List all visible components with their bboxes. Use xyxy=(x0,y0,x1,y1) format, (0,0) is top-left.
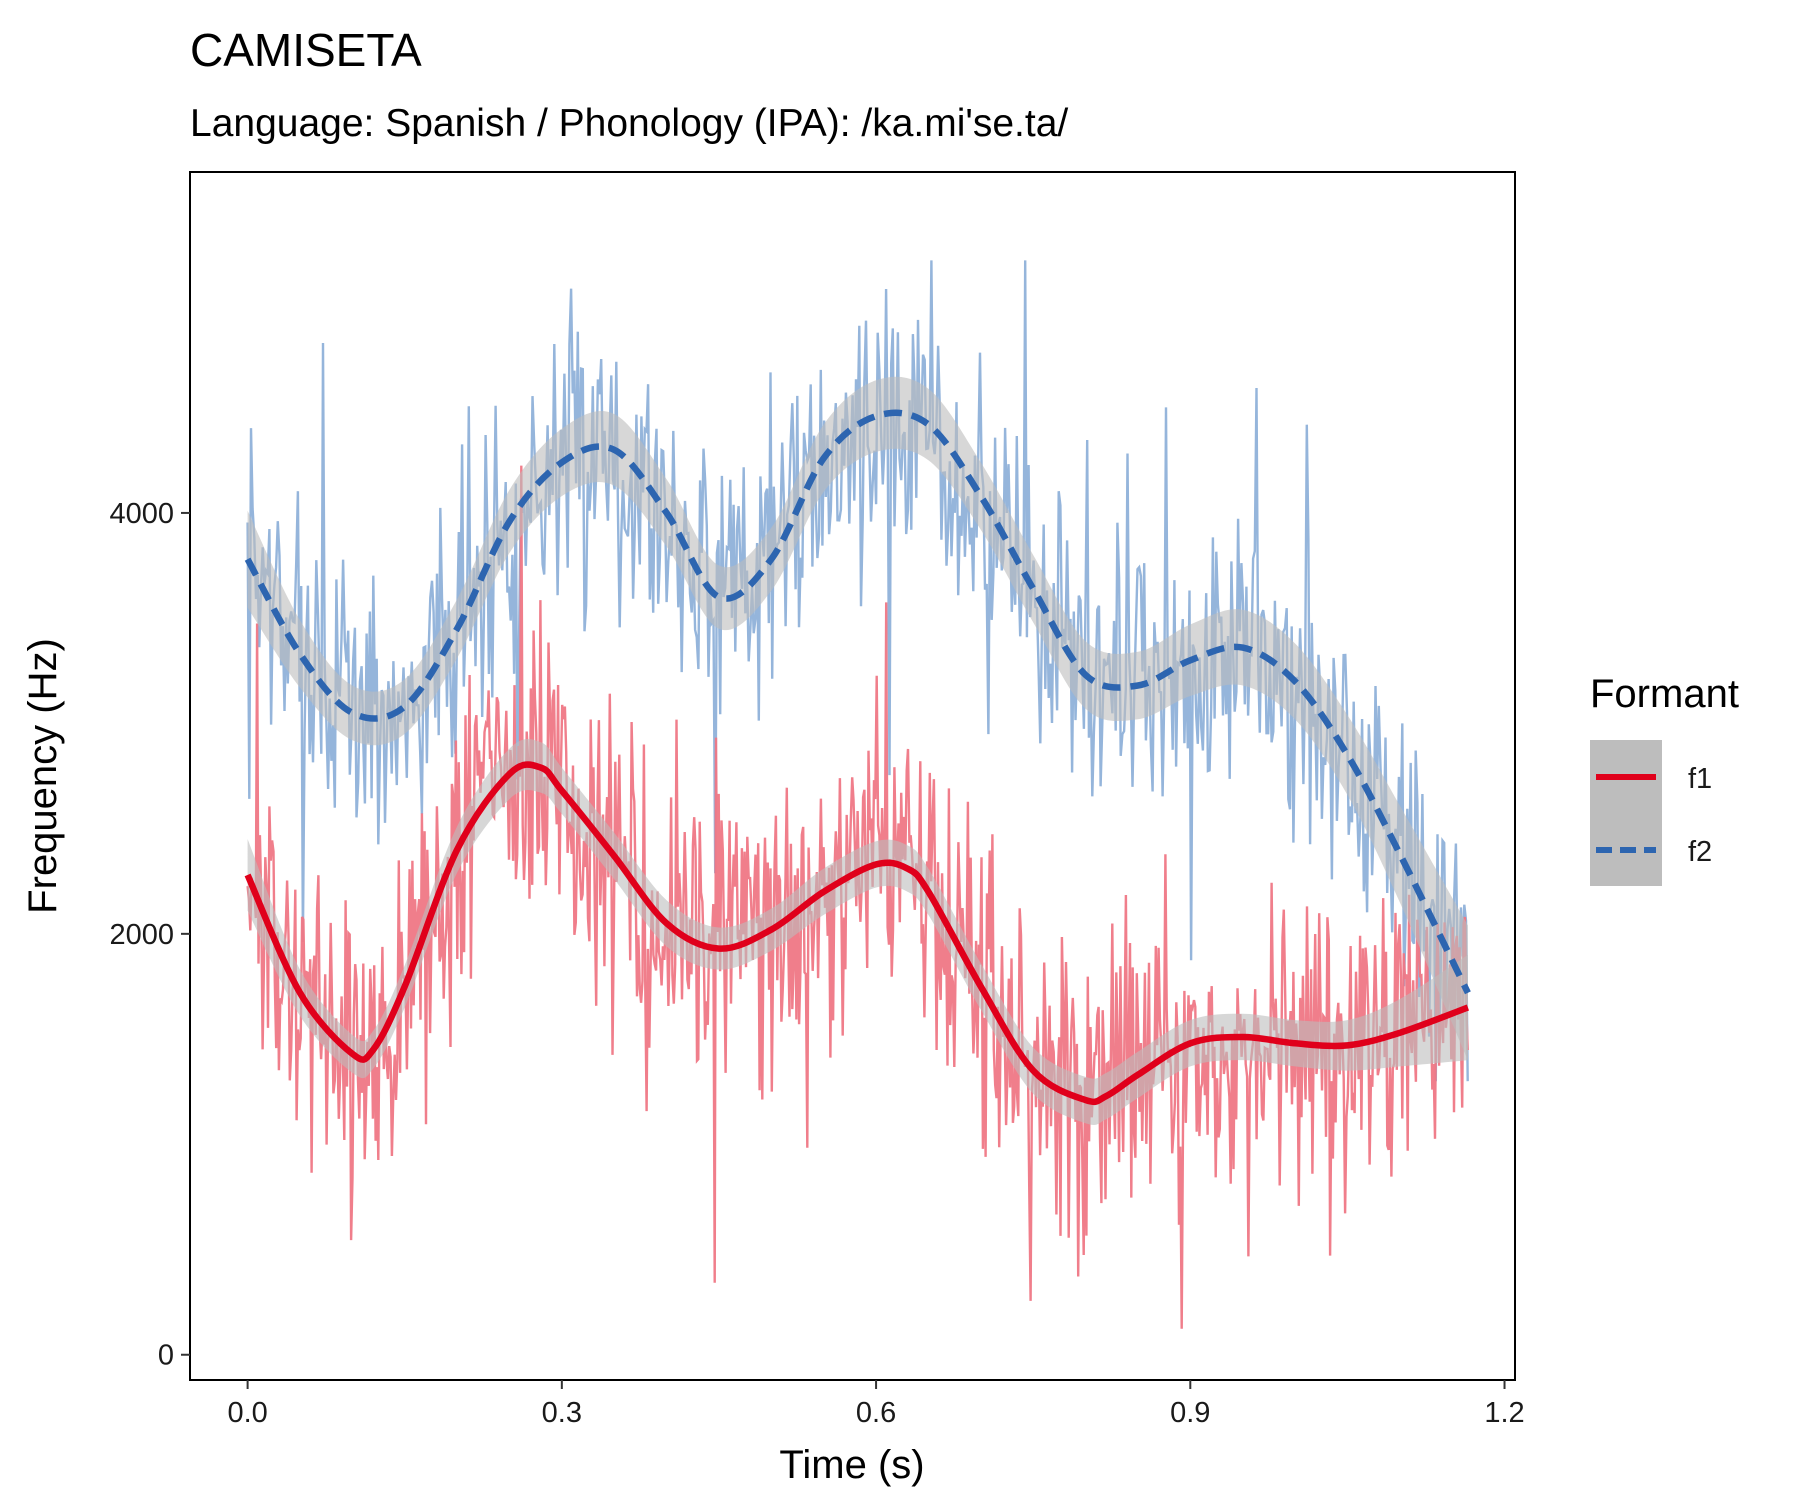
plot-panel-border xyxy=(189,171,1516,1381)
plot-area xyxy=(244,260,1471,1329)
y-tick-label: 4000 xyxy=(109,498,174,530)
x-axis-title: Time (s) xyxy=(779,1443,924,1487)
x-tick-label: 0.0 xyxy=(227,1397,267,1429)
x-tick-label: 0.3 xyxy=(542,1397,582,1429)
legend-key-background xyxy=(1590,740,1662,886)
legend: Formant f1 f2 xyxy=(1590,672,1739,886)
y-tick-label: 0 xyxy=(158,1340,174,1372)
y-tick-label: 2000 xyxy=(109,919,174,951)
x-tick-label: 0.9 xyxy=(1170,1397,1210,1429)
smooth-line-f2 xyxy=(244,409,1471,995)
raw-trace-f1 xyxy=(246,465,1469,1329)
y-axis-title: Frequency (Hz) xyxy=(21,638,65,914)
smooth-line-f1 xyxy=(244,761,1470,1106)
axes: 0.0 0.3 0.6 0.9 1.2 0 2000 4000 xyxy=(109,498,1524,1429)
chart-title: CAMISETA xyxy=(190,24,422,76)
legend-title: Formant xyxy=(1590,672,1739,716)
legend-label-f2: f2 xyxy=(1688,836,1712,868)
chart-subtitle: Language: Spanish / Phonology (IPA): /ka… xyxy=(190,102,1068,145)
x-tick-label: 1.2 xyxy=(1484,1397,1524,1429)
legend-label-f1: f1 xyxy=(1688,763,1712,795)
x-tick-label: 0.6 xyxy=(856,1397,896,1429)
